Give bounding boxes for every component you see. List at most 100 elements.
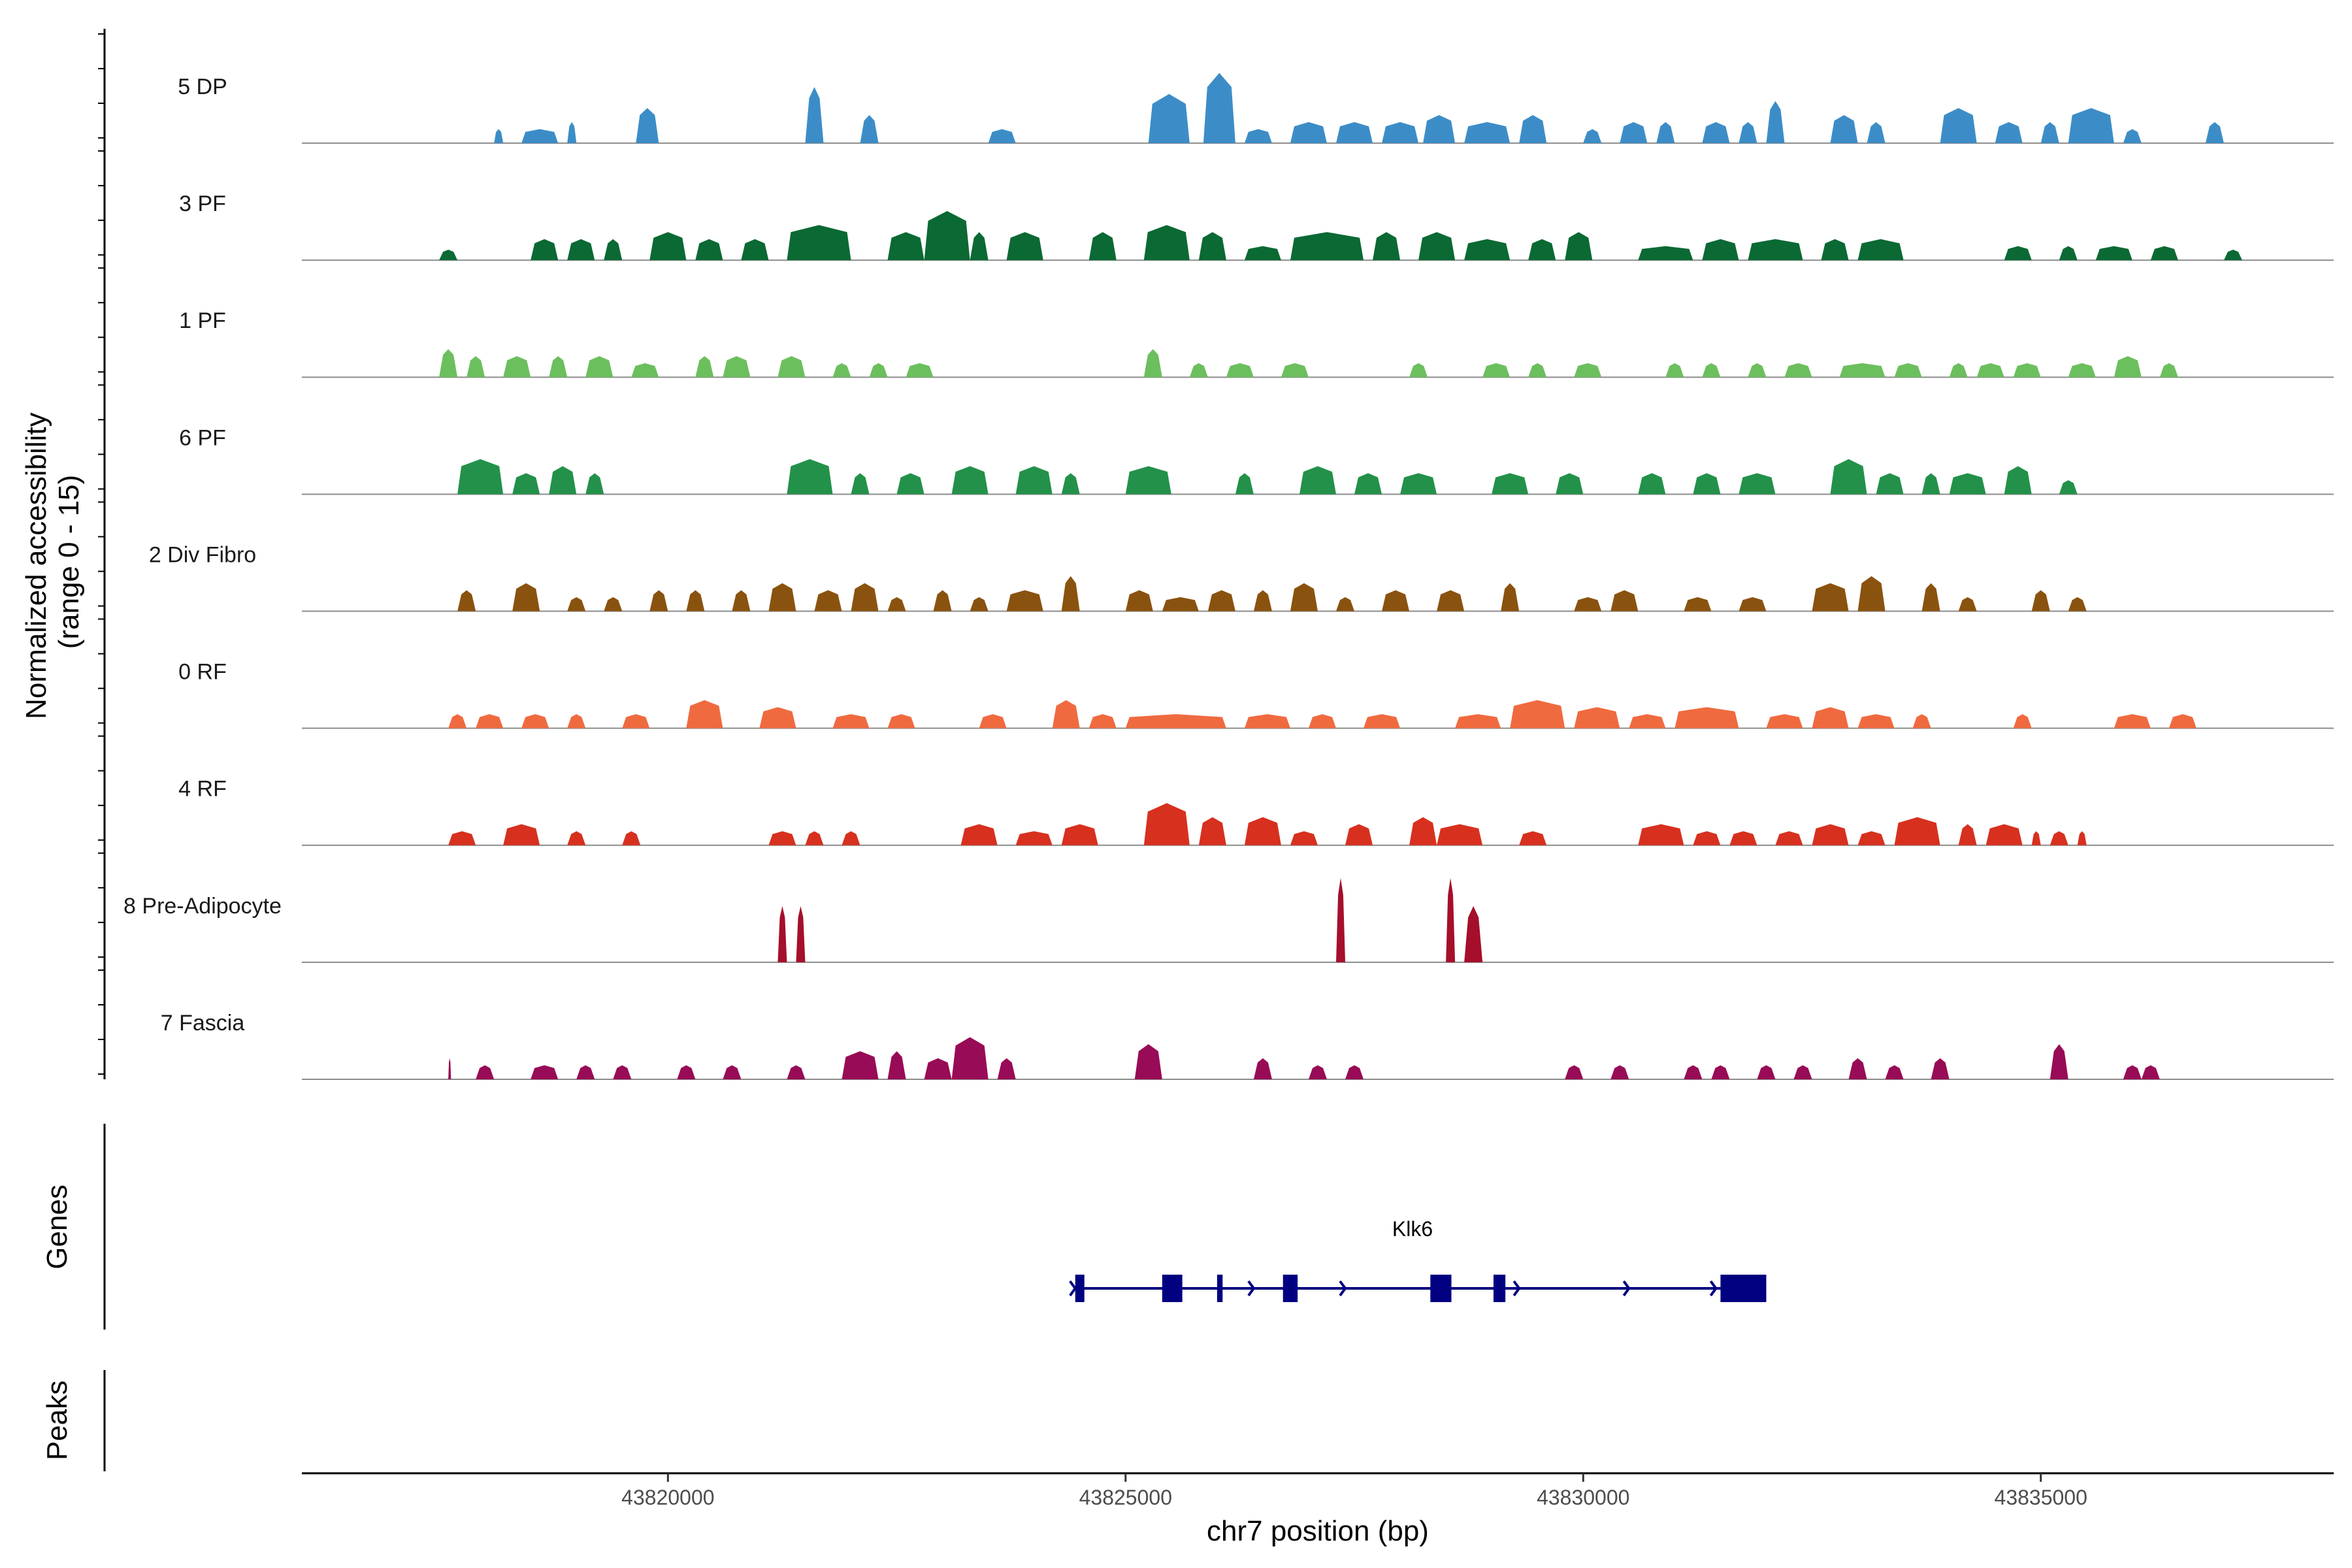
coverage-peak (2050, 1044, 2068, 1079)
gene-strand-arrow (1512, 1280, 1521, 1297)
coverage-peak (1629, 714, 1666, 728)
coverage-peak (1088, 232, 1117, 261)
coverage-peak (887, 597, 906, 612)
coverage-peak (1015, 831, 1053, 845)
track-1-pf: 1 PF (179, 308, 2334, 378)
gene-strand-arrow (1069, 1280, 1077, 1297)
coverage-peak (512, 583, 540, 612)
coverage-peak (924, 210, 970, 261)
coverage-peak (768, 831, 796, 845)
coverage-peak (723, 356, 751, 378)
coverage-peak (1693, 473, 1721, 495)
coverage-peak (1418, 232, 1456, 261)
coverage-peak (2068, 108, 2114, 144)
coverage-peak (869, 363, 888, 378)
coverage-peak (1336, 597, 1355, 612)
coverage-peak (1501, 583, 1520, 612)
coverage-peak (1437, 590, 1465, 612)
coverage-peak (2040, 122, 2059, 144)
track-label: 2 Div Fibro (149, 542, 256, 567)
coverage-peak (924, 1058, 952, 1079)
track-label: 1 PF (179, 308, 226, 333)
coverage-peak (1638, 246, 1693, 261)
coverage-peak (787, 459, 833, 495)
coverage-peak (2095, 246, 2132, 261)
coverage-peak (1574, 597, 1602, 612)
coverage-peak (951, 466, 988, 495)
coverage-peak (494, 129, 504, 144)
coverage-peak (1528, 363, 1547, 378)
x-tick-label: 43820000 (621, 1486, 714, 1509)
coverage-peak (805, 87, 824, 144)
coverage-peak (2059, 246, 2078, 261)
coverage-peak (1839, 363, 1886, 378)
coverage-peak (1995, 122, 2023, 144)
coverage-peak (1290, 831, 1318, 845)
coverage-peak (1253, 590, 1272, 612)
coverage-peak (549, 466, 577, 495)
coverage-peak (1702, 363, 1721, 378)
coverage-peak (631, 363, 659, 378)
coverage-peak (549, 356, 568, 378)
coverage-peak (1253, 1058, 1272, 1079)
coverage-peak (851, 473, 870, 495)
coverage-peak (531, 1065, 559, 1079)
coverage-peak (695, 356, 714, 378)
coverage-peak (1894, 817, 1940, 845)
coverage-peak (2123, 1065, 2142, 1079)
coverage-peak (1345, 824, 1373, 845)
coverage-peak (1235, 473, 1254, 495)
track-label: 8 Pre-Adipocyte (123, 894, 282, 919)
coverage-peak (1894, 363, 1922, 378)
coverage-peak (457, 459, 504, 495)
gene-strand-arrow (1709, 1280, 1718, 1297)
coverage-peak (1638, 824, 1684, 845)
coverage-peak (1610, 1065, 1629, 1079)
coverage-peak (1125, 466, 1171, 495)
coverage-peak (2205, 122, 2224, 144)
coverage-peak (2013, 363, 2041, 378)
coverage-peak (1784, 363, 1812, 378)
coverage-peak (1244, 714, 1290, 728)
coverage-peak (1949, 473, 1986, 495)
coverage-peak (439, 250, 458, 261)
track-8-pre-adipocyte: 8 Pre-Adipocyte (123, 877, 2334, 963)
coverage-peak (1308, 1065, 1328, 1079)
coverage-peak (1857, 714, 1895, 728)
coverage-peak (1061, 824, 1098, 845)
coverage-peak (777, 356, 806, 378)
coverage-peak (1464, 122, 1511, 144)
coverage-peak (503, 824, 540, 845)
coverage-peak (1492, 473, 1529, 495)
coverage-peak (768, 583, 796, 612)
coverage-peak (1189, 363, 1208, 378)
coverage-peak (1702, 122, 1730, 144)
coverage-peak (567, 831, 586, 845)
coverage-peak (1423, 115, 1456, 144)
coverage-peak (448, 714, 467, 728)
gene-strand-arrow (1339, 1280, 1347, 1297)
coverage-peak (2123, 129, 2142, 144)
coverage-peak (1565, 232, 1593, 261)
coverage-peak (476, 1065, 495, 1079)
coverage-peak (1143, 803, 1190, 845)
coverage-peak (1574, 363, 1602, 378)
coverage-peak (1958, 597, 1977, 612)
gene-model-klk6 (1069, 1275, 1767, 1302)
coverage-peak (1528, 238, 1556, 261)
coverage-peak (2168, 714, 2197, 728)
coverage-peak (1574, 707, 1620, 728)
coverage-peak (1674, 707, 1739, 728)
coverage-peak (2114, 356, 2142, 378)
coverage-peak (2068, 363, 2096, 378)
coverage-peak (1976, 363, 2004, 378)
coverage-peak (2114, 714, 2151, 728)
coverage-peak (1775, 831, 1803, 845)
coverage-peak (2159, 363, 2178, 378)
x-axis-title: chr7 position (bp) (1207, 1515, 1429, 1547)
coverage-peak (531, 238, 559, 261)
coverage-peak (1821, 238, 1849, 261)
coverage-peak (1876, 473, 1904, 495)
peaks-panel-label: Peaks (41, 1380, 73, 1460)
